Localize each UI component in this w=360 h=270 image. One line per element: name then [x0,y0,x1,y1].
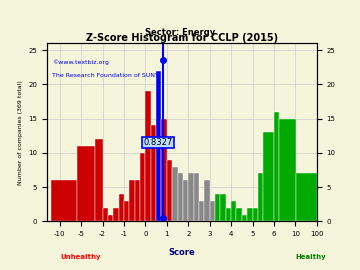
Bar [296,173,317,221]
Bar [167,160,172,221]
Bar [156,71,161,221]
Bar [215,194,220,221]
Bar [51,180,77,221]
Bar [226,208,231,221]
Bar [194,173,199,221]
Bar [177,173,183,221]
Bar [183,180,188,221]
Bar [124,201,129,221]
Bar [140,153,145,221]
Bar [247,208,252,221]
Bar [199,201,204,221]
Bar [237,208,242,221]
Bar [188,173,194,221]
Bar [172,167,177,221]
Bar [210,201,215,221]
Text: 0.8327: 0.8327 [143,138,172,147]
Bar [145,91,151,221]
Bar [279,119,296,221]
Bar [103,208,108,221]
Bar [129,180,135,221]
Bar [135,180,140,221]
Bar [258,173,263,221]
Bar [231,201,237,221]
X-axis label: Score: Score [168,248,195,257]
Bar [151,126,156,221]
Bar [113,208,118,221]
Bar [220,194,226,221]
Bar [95,139,103,221]
Bar [161,119,167,221]
Bar [263,132,274,221]
Text: The Research Foundation of SUNY: The Research Foundation of SUNY [52,73,159,79]
Bar [77,146,95,221]
Title: Z-Score Histogram for CCLP (2015): Z-Score Histogram for CCLP (2015) [86,33,278,43]
Bar [118,194,124,221]
Bar [242,215,247,221]
Text: Unhealthy: Unhealthy [61,254,102,260]
Bar [274,112,279,221]
Bar [108,215,113,221]
Bar [252,208,258,221]
Text: ©www.textbiz.org: ©www.textbiz.org [52,59,109,65]
Y-axis label: Number of companies (369 total): Number of companies (369 total) [18,80,23,185]
Text: Healthy: Healthy [295,254,326,260]
Bar [204,180,210,221]
Text: Sector: Energy: Sector: Energy [145,28,215,37]
